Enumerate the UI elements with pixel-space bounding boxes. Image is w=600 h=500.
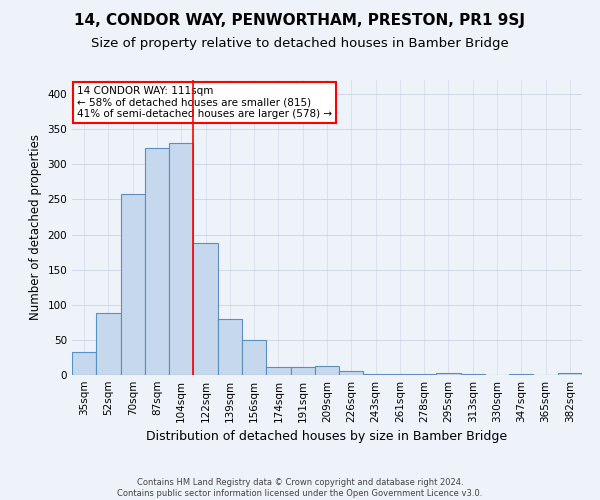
Text: Contains HM Land Registry data © Crown copyright and database right 2024.
Contai: Contains HM Land Registry data © Crown c… bbox=[118, 478, 482, 498]
Bar bbox=[290, 366, 315, 375]
Bar bbox=[461, 374, 485, 375]
Bar bbox=[218, 319, 242, 375]
Bar bbox=[72, 352, 96, 375]
Y-axis label: Number of detached properties: Number of detached properties bbox=[29, 134, 42, 320]
Text: 14, CONDOR WAY, PENWORTHAM, PRESTON, PR1 9SJ: 14, CONDOR WAY, PENWORTHAM, PRESTON, PR1… bbox=[74, 12, 526, 28]
Bar bbox=[193, 243, 218, 375]
Bar bbox=[558, 373, 582, 375]
Bar bbox=[169, 143, 193, 375]
Text: Size of property relative to detached houses in Bamber Bridge: Size of property relative to detached ho… bbox=[91, 38, 509, 51]
Bar bbox=[412, 374, 436, 375]
X-axis label: Distribution of detached houses by size in Bamber Bridge: Distribution of detached houses by size … bbox=[146, 430, 508, 444]
Bar bbox=[364, 374, 388, 375]
Bar bbox=[339, 371, 364, 375]
Bar bbox=[315, 366, 339, 375]
Bar bbox=[436, 373, 461, 375]
Bar bbox=[388, 374, 412, 375]
Text: 14 CONDOR WAY: 111sqm
← 58% of detached houses are smaller (815)
41% of semi-det: 14 CONDOR WAY: 111sqm ← 58% of detached … bbox=[77, 86, 332, 119]
Bar bbox=[266, 368, 290, 375]
Bar bbox=[96, 313, 121, 375]
Bar bbox=[145, 148, 169, 375]
Bar bbox=[509, 374, 533, 375]
Bar bbox=[242, 340, 266, 375]
Bar bbox=[121, 194, 145, 375]
